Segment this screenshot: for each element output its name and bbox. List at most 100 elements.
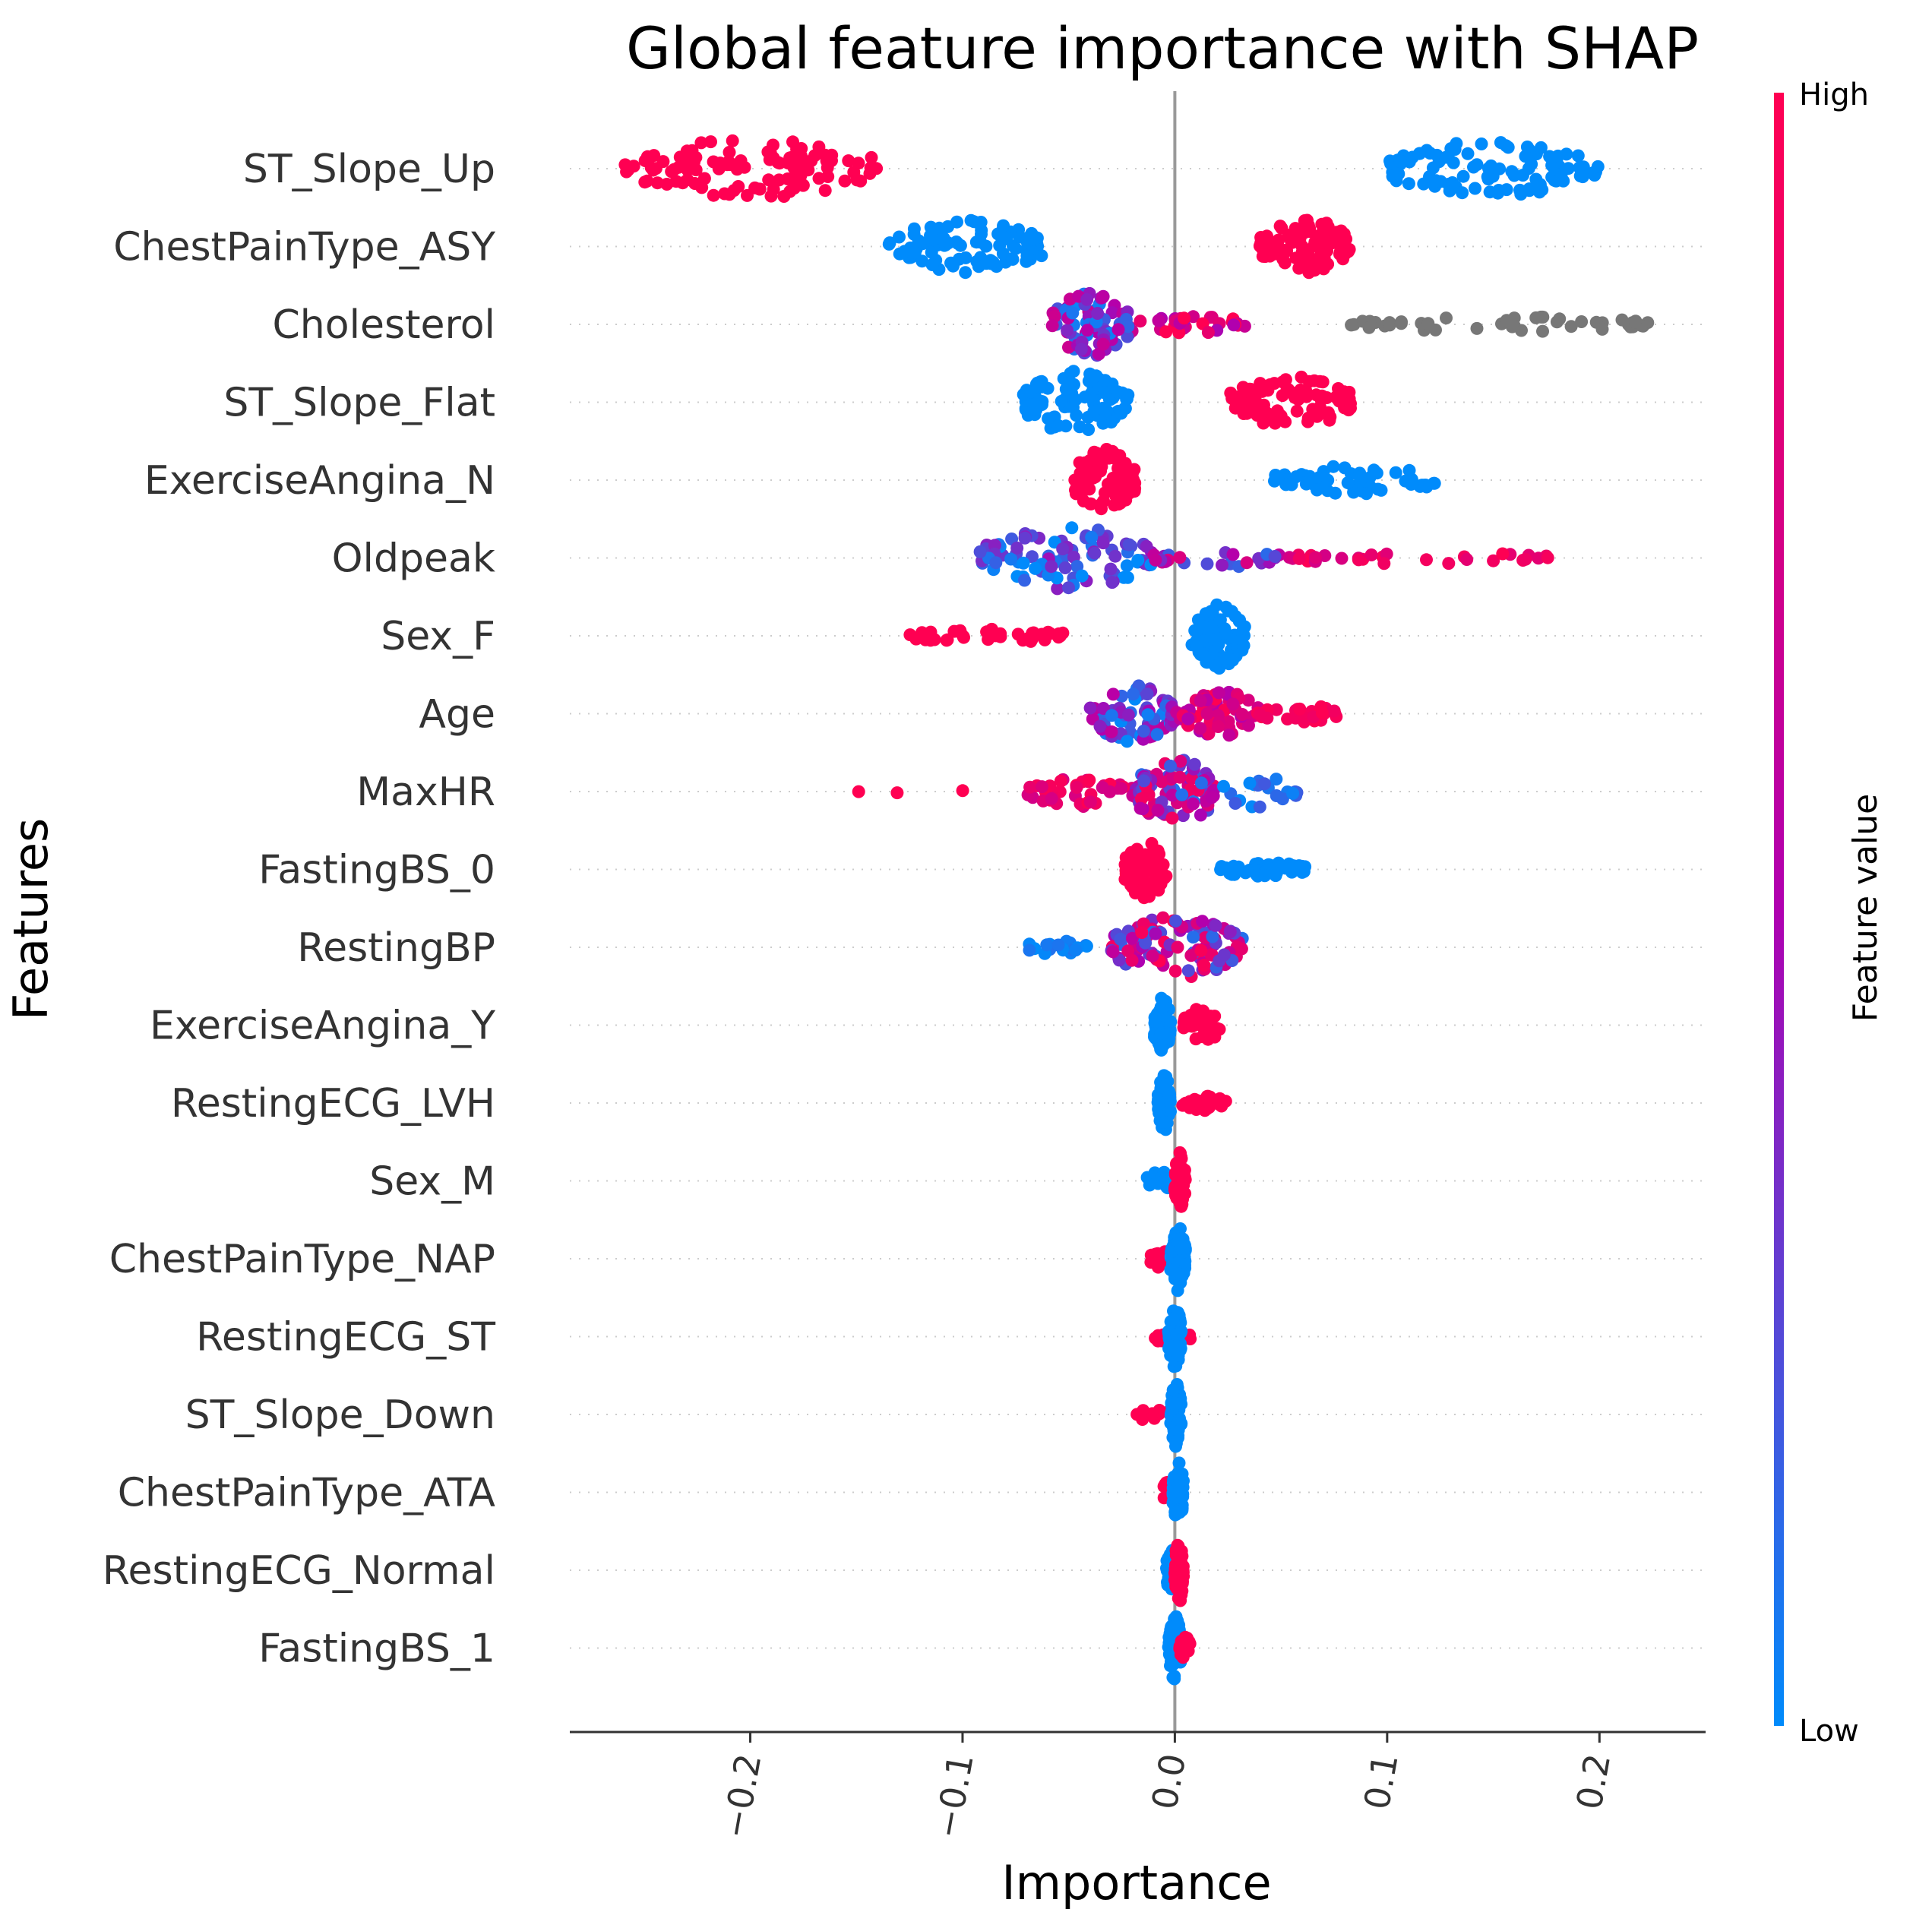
data-point bbox=[1200, 621, 1213, 635]
data-point bbox=[649, 162, 662, 175]
data-point bbox=[1172, 1163, 1185, 1177]
data-point bbox=[1052, 627, 1066, 640]
data-point bbox=[890, 786, 904, 800]
data-point bbox=[1105, 725, 1118, 738]
data-point bbox=[1184, 1332, 1197, 1345]
data-point bbox=[1276, 389, 1289, 403]
data-point bbox=[1111, 385, 1124, 399]
data-point bbox=[1216, 558, 1228, 572]
y-tick-label: ST_Slope_Down bbox=[185, 1392, 495, 1438]
data-point bbox=[956, 784, 969, 798]
data-point bbox=[1223, 925, 1237, 939]
data-point bbox=[1225, 868, 1239, 881]
data-point bbox=[1197, 959, 1211, 972]
data-point bbox=[1564, 320, 1578, 333]
data-point bbox=[1364, 548, 1378, 561]
data-point bbox=[1320, 217, 1333, 230]
data-point bbox=[1362, 321, 1376, 334]
data-point bbox=[1301, 415, 1314, 428]
data-point bbox=[1470, 158, 1484, 172]
data-point bbox=[1069, 487, 1083, 501]
data-point bbox=[1172, 1413, 1186, 1427]
data-point bbox=[1494, 136, 1507, 150]
data-point bbox=[722, 155, 735, 169]
data-point bbox=[1475, 137, 1488, 150]
data-point bbox=[1282, 229, 1295, 242]
data-point bbox=[1326, 460, 1340, 473]
data-point bbox=[1456, 186, 1469, 200]
data-point bbox=[1427, 476, 1440, 490]
data-point bbox=[732, 180, 745, 193]
data-point bbox=[1165, 789, 1179, 802]
data-point bbox=[681, 173, 694, 187]
data-point bbox=[1128, 887, 1142, 899]
data-point bbox=[1117, 570, 1130, 584]
data-point bbox=[1096, 291, 1109, 305]
data-point bbox=[1149, 553, 1162, 567]
data-point bbox=[1134, 801, 1147, 815]
data-point bbox=[1058, 561, 1072, 574]
data-point bbox=[1169, 1440, 1182, 1453]
data-point bbox=[1429, 174, 1443, 188]
data-point bbox=[1169, 1397, 1183, 1411]
data-point bbox=[1199, 650, 1213, 664]
y-tick-label: Sex_M bbox=[369, 1159, 495, 1205]
data-point bbox=[694, 136, 708, 150]
data-point bbox=[1145, 836, 1159, 850]
data-point bbox=[1171, 1544, 1184, 1557]
data-point bbox=[1040, 938, 1054, 952]
data-point bbox=[762, 173, 776, 187]
data-point bbox=[1051, 938, 1065, 952]
data-point bbox=[898, 245, 912, 258]
x-tick-label: −0.2 bbox=[714, 1751, 770, 1841]
data-point bbox=[1314, 248, 1328, 261]
data-point bbox=[1111, 323, 1125, 337]
data-point bbox=[1226, 697, 1240, 711]
x-axis: −0.2 −0.1 0.0 0.1 0.2 bbox=[570, 1730, 1706, 1841]
data-point bbox=[1162, 1032, 1176, 1045]
data-point bbox=[973, 545, 987, 558]
data-point bbox=[1327, 704, 1341, 718]
y-tick-label: ChestPainType_ATA bbox=[118, 1471, 496, 1516]
data-point bbox=[1575, 315, 1589, 328]
data-point bbox=[1011, 627, 1025, 641]
data-point bbox=[1186, 1016, 1200, 1029]
data-point bbox=[1460, 553, 1474, 566]
data-point bbox=[1168, 914, 1182, 928]
data-point bbox=[1213, 613, 1227, 627]
data-point bbox=[1225, 605, 1238, 618]
data-point bbox=[915, 626, 928, 640]
data-point bbox=[967, 215, 981, 229]
data-point bbox=[1196, 1030, 1209, 1044]
data-point bbox=[1172, 1479, 1185, 1493]
data-point bbox=[647, 149, 661, 163]
colorbar-label: Feature value bbox=[1846, 794, 1885, 1022]
data-point bbox=[1170, 1328, 1184, 1342]
data-point bbox=[1065, 521, 1079, 535]
data-point bbox=[1018, 574, 1031, 587]
data-point bbox=[1125, 953, 1139, 967]
data-point bbox=[1224, 386, 1238, 400]
data-point bbox=[1009, 242, 1023, 255]
data-point bbox=[1292, 253, 1306, 267]
data-point bbox=[974, 235, 988, 249]
data-point bbox=[959, 251, 972, 264]
data-point bbox=[1194, 694, 1207, 707]
data-point bbox=[1150, 728, 1164, 741]
data-point bbox=[1485, 159, 1498, 172]
data-point bbox=[1151, 804, 1165, 817]
data-point bbox=[1187, 757, 1201, 771]
data-point bbox=[1069, 943, 1083, 957]
data-point bbox=[1278, 256, 1292, 270]
data-point bbox=[988, 629, 1002, 643]
data-point bbox=[1146, 949, 1159, 962]
data-point bbox=[1184, 949, 1198, 962]
data-point bbox=[1576, 170, 1589, 184]
data-point bbox=[1290, 404, 1304, 418]
data-point bbox=[1168, 1672, 1181, 1686]
data-point bbox=[818, 184, 832, 198]
data-point bbox=[673, 150, 687, 164]
data-point bbox=[1571, 149, 1585, 163]
data-point bbox=[1227, 318, 1241, 332]
